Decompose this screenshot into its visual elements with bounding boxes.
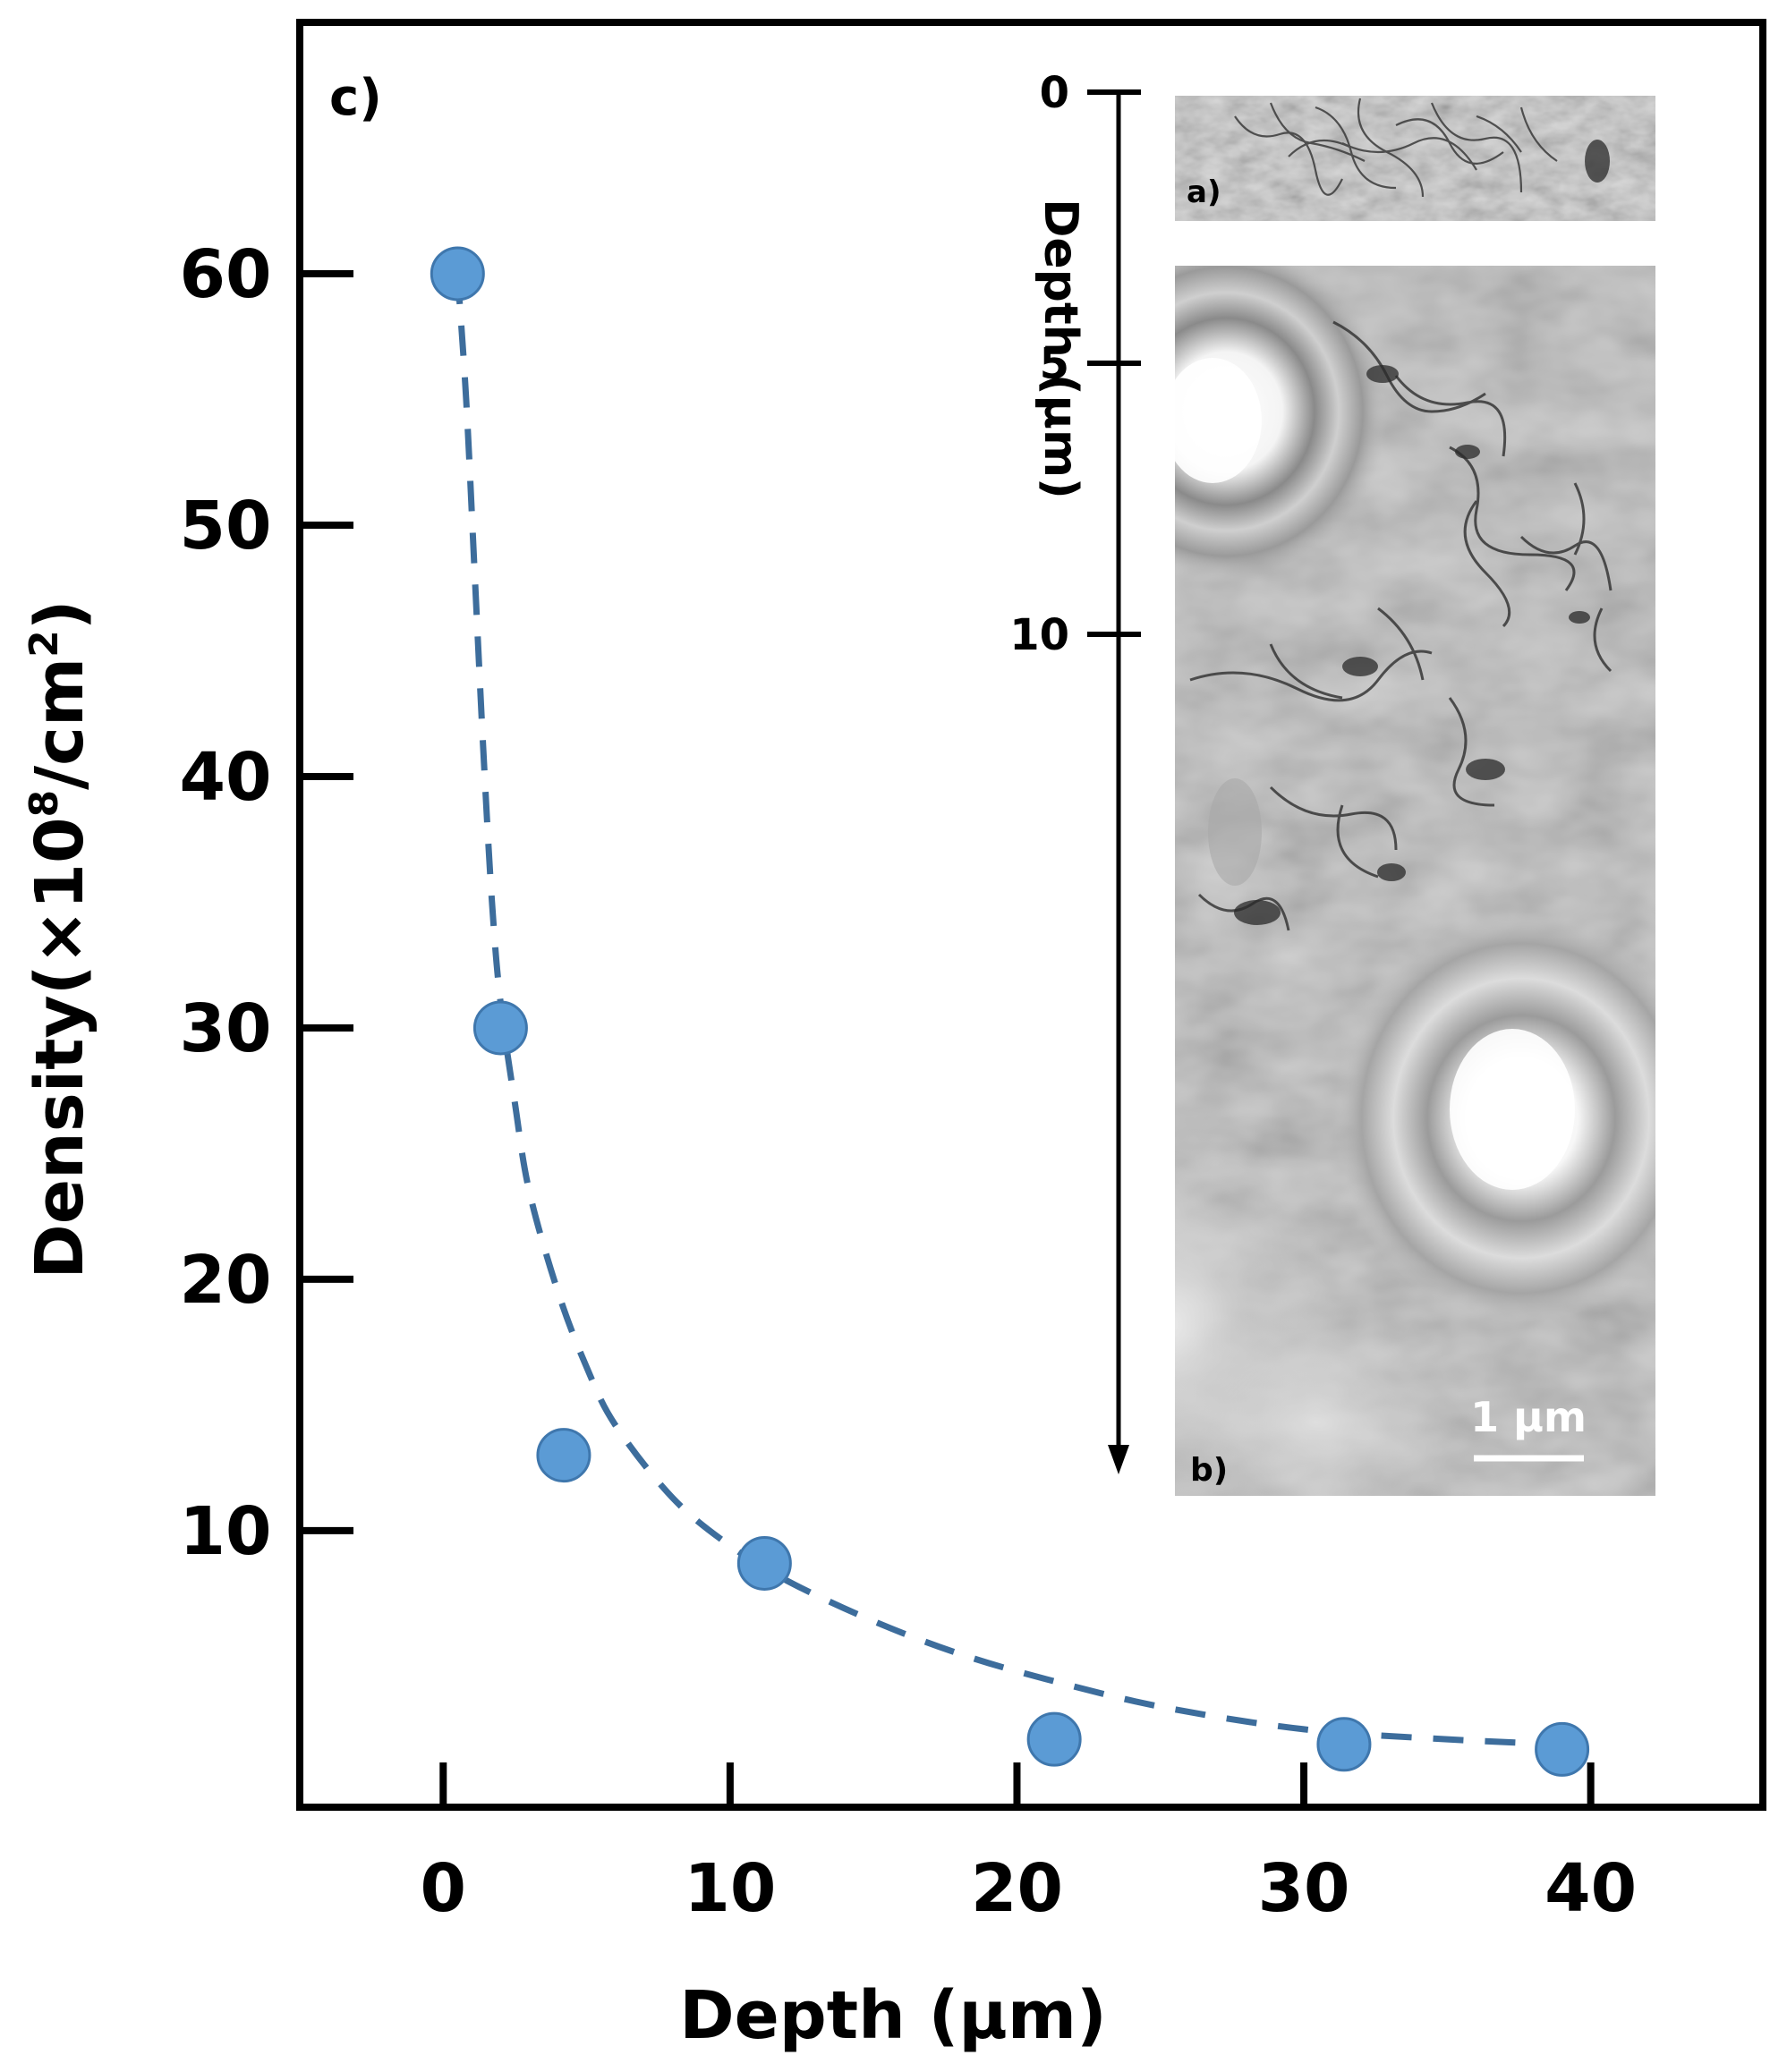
data-point: [472, 1000, 528, 1056]
data-points: [430, 246, 1590, 1777]
x-axis-ticks: 0 10 20 30 40: [421, 1762, 1637, 1927]
data-point: [736, 1535, 792, 1591]
data-point: [536, 1428, 591, 1483]
y-tick-label: 30: [180, 990, 272, 1067]
y-tick-label: 40: [180, 739, 272, 816]
data-point: [1535, 1721, 1590, 1777]
panel-label: c): [329, 69, 382, 127]
x-tick-label: 10: [684, 1850, 776, 1927]
inset-depth-tick-label: 0: [1040, 68, 1069, 118]
x-axis-label: Depth (μm): [679, 1977, 1107, 2054]
scale-bar-label: 1 μm: [1470, 1393, 1587, 1441]
inset-depth-tick-label: 5: [1040, 339, 1069, 389]
y-axis-label: Density(×108/cm2): [21, 599, 98, 1278]
y-tick-label: 60: [180, 236, 272, 313]
fit-curve: [454, 273, 1562, 1748]
data-point: [1026, 1711, 1082, 1767]
inset-depth-tick-label: 10: [1009, 610, 1069, 660]
image-b-label: b): [1190, 1452, 1228, 1489]
x-tick-label: 30: [1258, 1850, 1350, 1927]
data-point: [1316, 1717, 1372, 1772]
inset-image-b: 1 μm b): [1175, 266, 1655, 1496]
image-a-label: a): [1187, 174, 1221, 210]
inset-depth-label: Depth (μm): [1034, 199, 1087, 499]
inset-image-a: a): [1175, 96, 1655, 221]
plot-frame: [296, 19, 1766, 1811]
data-point: [430, 246, 485, 301]
y-axis-ticks: 10 20 30 40 50 60: [180, 236, 353, 1570]
x-tick-label: 0: [421, 1850, 467, 1927]
inset-depth-axis: 0 5 10: [1009, 68, 1141, 1474]
x-tick-label: 40: [1544, 1850, 1637, 1927]
y-tick-label: 10: [180, 1493, 272, 1570]
x-tick-label: 20: [971, 1850, 1063, 1927]
y-tick-label: 20: [180, 1242, 272, 1319]
y-tick-label: 50: [180, 488, 272, 565]
inset-depth-arrow-head: [1108, 1445, 1129, 1474]
